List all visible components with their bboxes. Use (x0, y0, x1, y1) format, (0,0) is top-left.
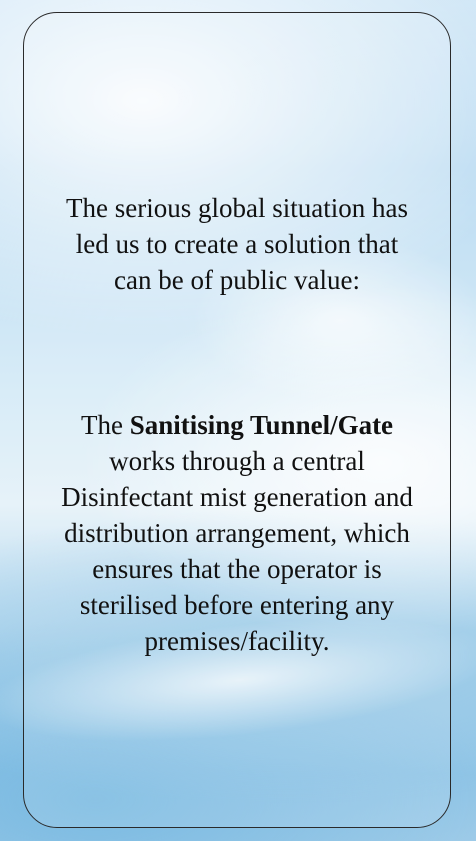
detail-line: distribution arrangement, which (64, 518, 410, 548)
intro-line: led us to create a solution that (75, 229, 399, 259)
background-glare (180, 230, 476, 410)
intro-line: The serious global situation has (66, 193, 408, 223)
intro-line: can be of public value: (114, 265, 360, 295)
detail-paragraph: The Sanitising Tunnel/Gate works through… (24, 407, 450, 659)
product-name: Sanitising Tunnel/Gate (129, 410, 394, 440)
detail-line: The Sanitising Tunnel/Gate (24, 407, 450, 443)
intro-paragraph: The serious global situation has led us … (24, 190, 450, 298)
detail-line: premises/facility. (144, 626, 330, 656)
info-card: The serious global situation has led us … (23, 12, 451, 828)
detail-line: Disinfectant mist generation and (61, 482, 413, 512)
detail-line: works through a central (109, 446, 365, 476)
detail-prefix: The (80, 410, 130, 440)
detail-line: sterilised before entering any (79, 590, 395, 620)
detail-line: ensures that the operator is (92, 554, 382, 584)
